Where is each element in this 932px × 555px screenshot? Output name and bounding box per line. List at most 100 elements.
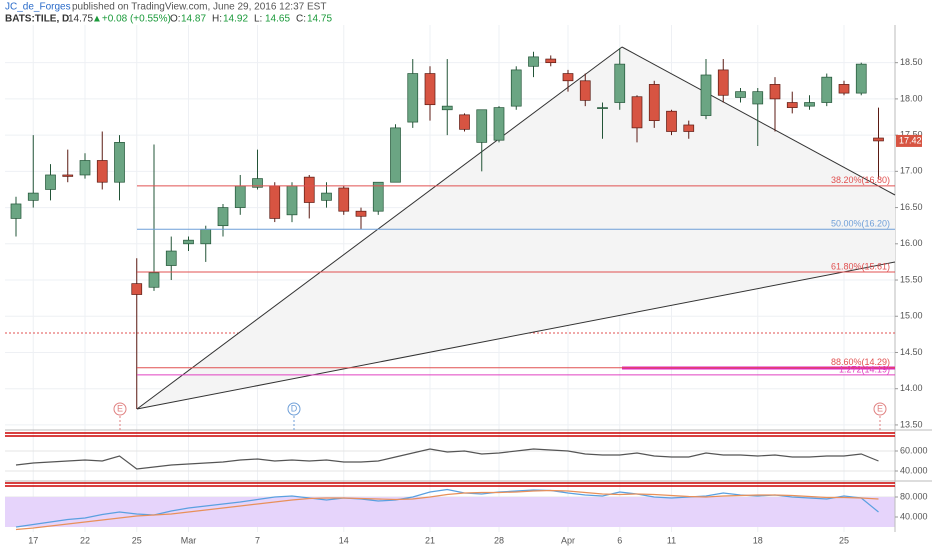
event-label: D (291, 403, 298, 413)
ohlc-label: C: (296, 14, 306, 25)
ohlc-label: L: (254, 14, 262, 25)
candle-body (303, 176, 315, 203)
candle-body (510, 69, 522, 107)
candle-body (114, 142, 125, 183)
candle-body (269, 185, 281, 219)
x-tick-label: 17 (28, 535, 38, 545)
y-tick-label: 18.00 (900, 93, 923, 103)
y-tick-label: 15.00 (900, 311, 923, 321)
event-marker[interactable]: D (287, 402, 301, 430)
x-tick-label: 25 (839, 535, 849, 545)
candle-body (631, 96, 643, 129)
event-marker[interactable]: E (113, 402, 127, 430)
indicator-line (15, 488, 879, 528)
candle-body (217, 207, 229, 227)
candle-body (10, 203, 22, 219)
last-price: 14.75 (68, 14, 93, 25)
candle-body (821, 76, 833, 103)
candle-body (838, 84, 850, 94)
y-tick-label: 16.00 (900, 238, 923, 248)
candle-body (735, 91, 746, 98)
candle-body (407, 73, 419, 123)
candle-body (62, 174, 74, 177)
band (5, 497, 895, 527)
y-tick-label: 16.50 (900, 202, 923, 212)
fib-label: 50.00%(16.20) (831, 219, 890, 229)
candle-body (200, 228, 212, 245)
candle-body (286, 185, 298, 216)
x-tick-label: 28 (494, 535, 504, 545)
candle-body (562, 73, 574, 82)
fib-label: 88.60%(14.29) (831, 357, 890, 367)
candle-body (459, 114, 470, 130)
candle-body (717, 69, 729, 96)
candle-body (183, 239, 194, 245)
indicator-line (15, 448, 879, 470)
candle-body (424, 73, 436, 106)
candle-body (855, 63, 867, 94)
candle-body (27, 192, 39, 201)
indicator-line (15, 489, 879, 531)
candle-body (321, 192, 332, 201)
candle-body (96, 160, 108, 183)
candle-body (769, 84, 781, 100)
candle-body (234, 185, 246, 208)
candle-body (493, 107, 505, 141)
candle-body (148, 272, 160, 288)
fib-label: 38.20%(16.80) (831, 175, 890, 185)
event-marker[interactable]: E (873, 402, 887, 430)
x-tick-label: 11 (667, 535, 676, 545)
ohlc-value: 14.92 (223, 14, 248, 25)
y-tick-label: 17.50 (900, 130, 923, 140)
x-tick-label: 21 (425, 535, 435, 545)
ohlc-label: H: (212, 14, 222, 25)
x-tick-label: 18 (753, 535, 763, 545)
published: published on TradingView.com, June 29, 2… (72, 2, 326, 13)
y-tick-label: 14.50 (900, 347, 923, 357)
candle-body (476, 109, 488, 143)
x-tick-label: 6 (617, 535, 622, 545)
x-tick-label: 22 (80, 535, 90, 545)
candle-body (252, 178, 263, 188)
candle-body (683, 124, 695, 132)
y-tick-label: 18.50 (900, 57, 923, 67)
candle-body (648, 84, 660, 121)
candle-body (545, 58, 557, 64)
last-price-label: 17.42 (899, 135, 922, 145)
candle-body (873, 137, 884, 142)
candle-body (372, 181, 384, 212)
x-tick-label: 25 (132, 535, 142, 545)
fib-label: 1.272(14.19) (839, 364, 890, 374)
candle-body (355, 210, 367, 217)
candle-body (390, 127, 401, 183)
y-tick-label: 60.000 (900, 445, 928, 455)
candle-body (45, 174, 56, 190)
x-tick-label: 7 (255, 535, 260, 545)
ohlc: O: 14.87 H: 14.92 L: 14.65 C: 14.75 (170, 14, 332, 25)
candle-body (528, 56, 539, 67)
x-tick-label: 14 (339, 535, 349, 545)
change: ▲+0.08 (+0.55%) (92, 14, 171, 25)
candle-body (579, 80, 591, 101)
ohlc-value: 14.65 (265, 14, 290, 25)
fib-label: 61.80%(15.61) (831, 261, 890, 271)
trend-line (621, 46, 896, 196)
candle-body (786, 102, 798, 108)
candle-body (700, 74, 712, 116)
candle-body (338, 187, 350, 212)
event-label: E (117, 403, 123, 413)
candle-body (752, 91, 764, 105)
author[interactable]: JC_de_Forges (5, 2, 71, 13)
candle-body (441, 105, 453, 111)
candle-body (666, 110, 677, 132)
y-tick-label: 40.000 (900, 511, 928, 521)
trend-line (136, 46, 623, 410)
trend-line (136, 261, 896, 410)
y-tick-label: 80.000 (900, 491, 928, 501)
y-tick-label: 17.00 (900, 166, 923, 176)
y-tick-label: 14.00 (900, 383, 923, 393)
ohlc-label: O: (170, 14, 181, 25)
candle-body (131, 283, 143, 295)
candle-body (614, 63, 626, 103)
